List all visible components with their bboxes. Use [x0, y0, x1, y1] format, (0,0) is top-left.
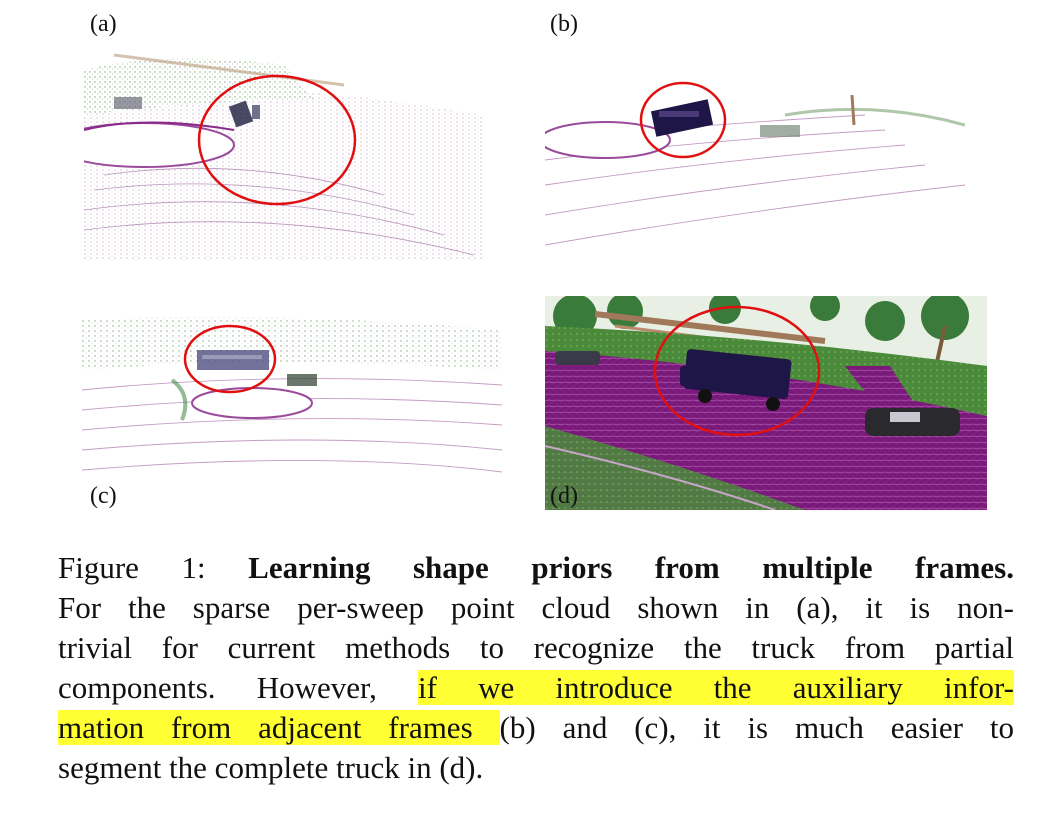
point-cloud-panel-d [545, 296, 987, 510]
caption-line-3: trivial for current methods to recognize… [58, 630, 1014, 665]
caption-line-6: segment the complete truck in (d). [58, 750, 484, 785]
panel-label-a: (a) [90, 11, 117, 37]
caption-line-4-text: components. However, [58, 670, 419, 705]
panel-label-d: (d) [550, 483, 578, 509]
caption-highlight-1: if we introduce the auxiliary infor- [418, 670, 1014, 705]
panel-label-b: (b) [550, 11, 578, 37]
panel-label-c: (c) [90, 483, 117, 509]
caption-line-4: components. However, if we introduce the… [58, 668, 1014, 708]
caption-line-5-text: (b) and (c), it is much easier to [499, 710, 1014, 745]
point-cloud-panel-b [545, 45, 965, 255]
caption-line-2: For the sparse per-sweep point cloud sho… [58, 590, 1014, 625]
point-cloud-panel-c [82, 300, 502, 480]
point-cloud-panel-a [84, 45, 484, 260]
caption-prefix: Figure 1: [58, 550, 249, 585]
caption-highlight-2: mation from adjacent frames [58, 710, 500, 745]
caption-line-1: Figure 1: Learning shape priors from mul… [58, 548, 1014, 588]
caption-line-5: mation from adjacent frames (b) and (c),… [58, 708, 1014, 748]
figure-caption: Figure 1: Learning shape priors from mul… [58, 548, 1014, 788]
caption-title: Learning shape priors from multiple fram… [248, 550, 1014, 585]
